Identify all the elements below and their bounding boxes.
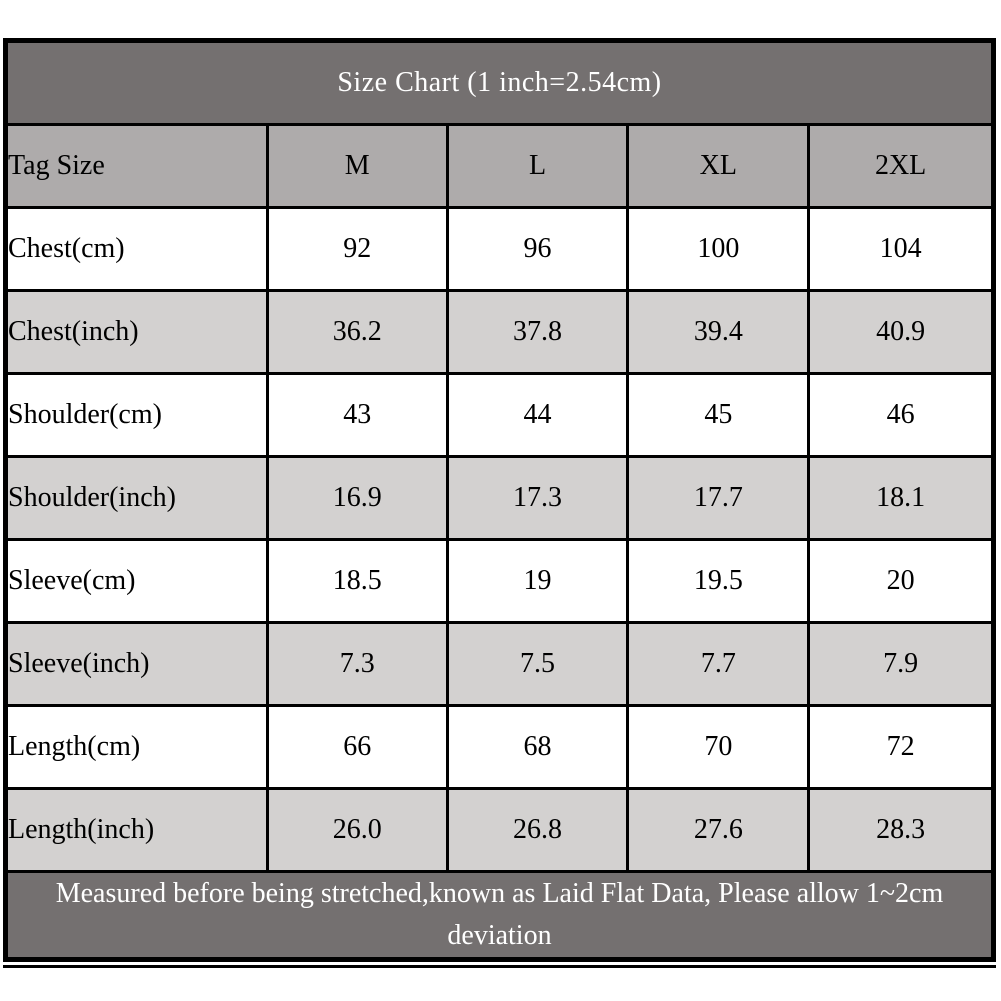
cell-value: 26.0 [265,787,449,873]
cell-value: 17.7 [626,455,811,541]
table-row-shoulder-inch: Shoulder(inch) 16.9 17.3 17.7 18.1 [4,455,995,541]
cell-value: 44 [445,372,630,458]
cell-value: 70 [626,704,811,790]
row-label: Sleeve(inch) [4,621,269,707]
bottom-double-border [3,965,996,968]
table-row-chest-inch: Chest(inch) 36.2 37.8 39.4 40.9 [4,289,995,375]
cell-value: 43 [265,372,449,458]
table-row-chest-cm: Chest(cm) 92 96 100 104 [4,206,995,292]
cell-value: 18.5 [265,538,449,624]
column-header-size-m: M [265,123,449,209]
table-row-sleeve-inch: Sleeve(inch) 7.3 7.5 7.7 7.9 [4,621,995,707]
title-row: Size Chart (1 inch=2.54cm) [4,39,995,126]
cell-value: 18.1 [807,455,995,541]
size-chart-table: Size Chart (1 inch=2.54cm) Tag Size M L … [3,38,996,962]
column-header-size-2xl: 2XL [807,123,995,209]
size-chart-image: Size Chart (1 inch=2.54cm) Tag Size M L … [3,38,996,968]
column-header-tag-size: Tag Size [4,123,269,209]
table-row-length-cm: Length(cm) 66 68 70 72 [4,704,995,790]
cell-value: 66 [265,704,449,790]
header-row: Tag Size M L XL 2XL [4,123,995,209]
cell-value: 104 [807,206,995,292]
row-label: Chest(inch) [4,289,269,375]
cell-value: 7.9 [807,621,995,707]
row-label: Shoulder(cm) [4,372,269,458]
table-row-shoulder-cm: Shoulder(cm) 43 44 45 46 [4,372,995,458]
table-row-sleeve-cm: Sleeve(cm) 18.5 19 19.5 20 [4,538,995,624]
cell-value: 7.5 [445,621,630,707]
cell-value: 27.6 [626,787,811,873]
cell-value: 28.3 [807,787,995,873]
cell-value: 46 [807,372,995,458]
cell-value: 20 [807,538,995,624]
cell-value: 36.2 [265,289,449,375]
cell-value: 40.9 [807,289,995,375]
cell-value: 19.5 [626,538,811,624]
deviation-note: Measured before being stretched,known as… [4,870,995,961]
cell-value: 7.7 [626,621,811,707]
cell-value: 96 [445,206,630,292]
cell-value: 7.3 [265,621,449,707]
row-label: Length(cm) [4,704,269,790]
row-label: Shoulder(inch) [4,455,269,541]
row-label: Chest(cm) [4,206,269,292]
cell-value: 100 [626,206,811,292]
column-header-size-l: L [445,123,630,209]
cell-value: 16.9 [265,455,449,541]
cell-value: 45 [626,372,811,458]
cell-value: 19 [445,538,630,624]
row-label: Length(inch) [4,787,269,873]
cell-value: 37.8 [445,289,630,375]
column-header-size-xl: XL [626,123,811,209]
cell-value: 39.4 [626,289,811,375]
row-label: Sleeve(cm) [4,538,269,624]
cell-value: 17.3 [445,455,630,541]
cell-value: 26.8 [445,787,630,873]
cell-value: 72 [807,704,995,790]
page-title: Size Chart (1 inch=2.54cm) [4,39,995,126]
cell-value: 68 [445,704,630,790]
footer-row: Measured before being stretched,known as… [4,870,995,961]
table-row-length-inch: Length(inch) 26.0 26.8 27.6 28.3 [4,787,995,873]
cell-value: 92 [265,206,449,292]
